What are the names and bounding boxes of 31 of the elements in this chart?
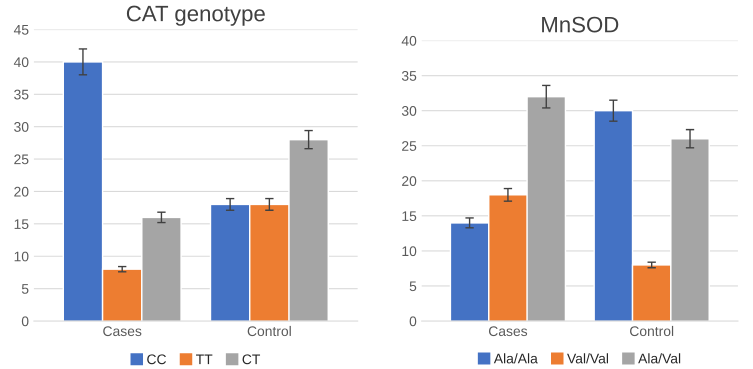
y-tick-label: 30 xyxy=(14,122,28,132)
y-tick-label: 15 xyxy=(14,219,28,230)
y-tick-label: 5 xyxy=(410,281,416,292)
x-tick-label: Cases xyxy=(103,326,142,336)
y-tick-label: 20 xyxy=(14,186,28,197)
y-tick-label: 15 xyxy=(402,211,416,222)
x-tick-label: Control xyxy=(248,326,291,336)
y-tick-label: 45 xyxy=(14,24,28,35)
legend-label: CT xyxy=(242,354,260,364)
y-tick-label: 25 xyxy=(402,141,416,151)
y-tick-label: 40 xyxy=(14,57,28,68)
y-tick-label: 30 xyxy=(402,106,416,116)
y-tick-label: 35 xyxy=(402,70,416,81)
legend-label: TT xyxy=(196,354,212,364)
legend-label: Ala/Val xyxy=(638,353,680,364)
legend-label: Val/Val xyxy=(567,353,608,364)
y-tick-label: 0 xyxy=(22,316,28,326)
y-tick-label: 35 xyxy=(14,90,28,100)
y-tick-label: 25 xyxy=(14,154,28,164)
y-tick-label: 0 xyxy=(410,316,416,326)
y-tick-label: 5 xyxy=(22,284,28,294)
legend-label: CC xyxy=(147,354,166,364)
y-tick-label: 40 xyxy=(402,36,416,46)
y-tick-label: 10 xyxy=(402,246,416,256)
y-tick-label: 20 xyxy=(402,176,416,186)
x-tick-label: Cases xyxy=(488,326,528,336)
legend-label: Ala/Ala xyxy=(494,353,538,364)
chart-title: MnSOD xyxy=(542,16,618,32)
x-tick-label: Control xyxy=(630,326,674,336)
chart-title: CAT genotype xyxy=(126,6,265,26)
y-tick-label: 10 xyxy=(14,252,28,262)
